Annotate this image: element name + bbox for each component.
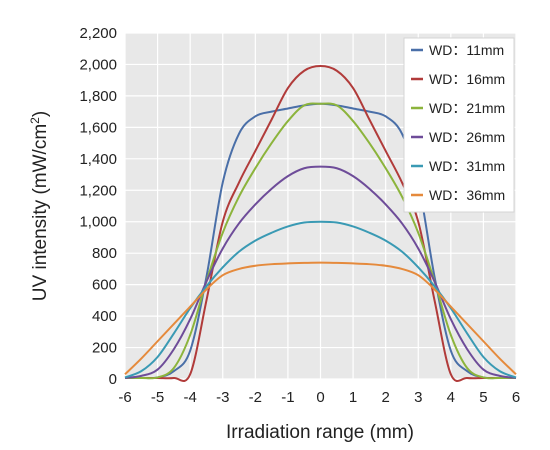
x-tick-label: 4 xyxy=(447,389,455,406)
legend-box xyxy=(403,37,515,213)
x-tick-label: 6 xyxy=(512,389,520,406)
y-axis-title: UV intensity (mW/cm2) xyxy=(28,111,51,301)
x-axis-title: Irradiation range (mm) xyxy=(226,422,414,443)
x-tick-label: 1 xyxy=(349,389,357,406)
legend-label-2: WD：16mm xyxy=(429,71,505,87)
y-tick-label: 2,200 xyxy=(79,25,117,42)
series-line-4 xyxy=(124,165,517,379)
legend-label-6: WD：36mm xyxy=(429,187,505,203)
y-axis-title-tail: ) xyxy=(30,111,51,117)
legend-label-4: WD：26mm xyxy=(429,129,505,145)
legend-label-3: WD：21mm xyxy=(429,100,505,116)
legend-label-1: WD：11mm xyxy=(429,42,504,58)
y-axis-title-sup: 2 xyxy=(28,117,42,124)
x-tick-label: -6 xyxy=(118,389,131,406)
y-tick-label: 800 xyxy=(92,245,117,262)
y-axis-title-main: UV intensity (mW/cm xyxy=(30,124,51,301)
series-line-2 xyxy=(124,65,516,382)
y-tick-label: 600 xyxy=(92,277,117,294)
y-tick-label: 400 xyxy=(92,308,117,325)
x-tick-label: -4 xyxy=(183,389,196,406)
x-tick-labels: -6 -5 -4 -3 -2 -1 0 1 2 3 4 5 6 xyxy=(118,389,520,406)
y-tick-label: 1,000 xyxy=(79,214,117,231)
series-lines xyxy=(124,65,517,382)
y-tick-label: 1,400 xyxy=(79,151,117,168)
legend: WD：11mm WD：16mm WD：21mm WD：26mm WD：31mm WD：36… xyxy=(403,37,515,213)
y-tick-label: 2,000 xyxy=(79,56,117,73)
x-tick-label: -2 xyxy=(249,389,262,406)
series-line-5 xyxy=(124,220,517,379)
x-tick-label: -1 xyxy=(281,389,294,406)
y-tick-label: 200 xyxy=(92,340,117,357)
y-tick-labels: 0 200 400 600 800 1,000 1,200 1,400 1,600 1,800 2,… xyxy=(79,25,117,388)
y-tick-label: 1,200 xyxy=(79,182,117,199)
series-line-3 xyxy=(124,102,517,380)
legend-label-5: WD：31mm xyxy=(429,158,505,174)
x-tick-label: -5 xyxy=(151,389,164,406)
x-tick-label: 0 xyxy=(316,389,324,406)
x-tick-label: 2 xyxy=(381,389,389,406)
x-tick-label: 3 xyxy=(414,389,422,406)
x-tick-label: -3 xyxy=(216,389,229,406)
series-line-6 xyxy=(124,261,517,376)
y-tick-label: 1,600 xyxy=(79,119,117,136)
x-tick-label: 5 xyxy=(479,389,487,406)
y-tick-label: 0 xyxy=(109,371,117,388)
y-tick-label: 1,800 xyxy=(79,88,117,105)
